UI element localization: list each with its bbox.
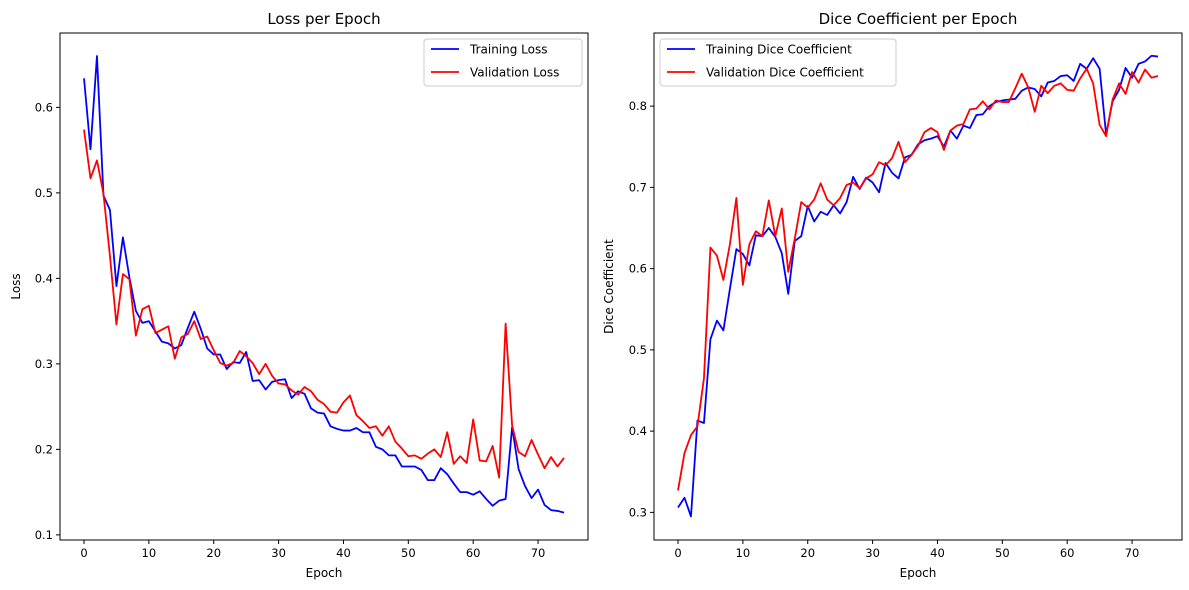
dice-legend-label-validation: Validation Dice Coefficient <box>706 66 864 80</box>
loss-ticks: 0 10 20 30 40 50 60 70 0.1 0.2 0.3 0.4 0.5 0.6 <box>35 100 546 560</box>
loss-y-tick-label: 0.2 <box>35 442 53 456</box>
loss-x-tick-label: 0 <box>80 546 87 560</box>
dice-x-tick-label: 50 <box>995 546 1010 560</box>
dice-chart-title: Dice Coefficient per Epoch <box>819 10 1018 28</box>
loss-x-tick-label: 10 <box>142 546 157 560</box>
dice-series-layer <box>677 54 1159 518</box>
loss-y-axis-label: Loss <box>9 273 23 299</box>
dice-y-axis-label: Dice Coefficient <box>602 239 616 334</box>
dice-y-tick-label: 0.5 <box>629 343 647 357</box>
loss-y-tick-label: 0.1 <box>35 528 53 542</box>
dice-axes-frame <box>653 32 1183 541</box>
loss-y-tick-label: 0.6 <box>35 100 53 114</box>
loss-x-tick-label: 40 <box>336 546 351 560</box>
loss-subplot: 0 10 20 30 40 50 60 70 0.1 0.2 0.3 0.4 0.5 0.6 Loss p… <box>9 10 589 580</box>
loss-x-tick-label: 60 <box>466 546 481 560</box>
loss-legend: Training Loss Validation Loss <box>423 38 583 87</box>
loss-series-layer <box>83 55 565 514</box>
dice-x-tick-label: 70 <box>1125 546 1140 560</box>
dice-legend: Training Dice Coefficient Validation Dic… <box>659 38 897 87</box>
loss-y-tick-label: 0.5 <box>35 186 53 200</box>
dice-x-tick-label: 40 <box>930 546 945 560</box>
loss-x-tick-label: 30 <box>271 546 286 560</box>
dice-subplot: 0 10 20 30 40 50 60 70 0.3 0.4 0.5 0.6 0.7 0.8 Dice C… <box>602 10 1183 580</box>
dice-x-axis-label: Epoch <box>900 566 937 580</box>
loss-axes-frame <box>59 32 589 541</box>
dice-y-tick-label: 0.3 <box>629 505 647 519</box>
loss-x-tick-label: 20 <box>206 546 221 560</box>
loss-y-tick-label: 0.4 <box>35 271 53 285</box>
loss-legend-label-validation: Validation Loss <box>470 66 559 80</box>
dice-x-tick-label: 10 <box>736 546 751 560</box>
dice-ticks: 0 10 20 30 40 50 60 70 0.3 0.4 0.5 0.6 0.7 0.8 <box>629 99 1140 560</box>
dice-x-tick-label: 20 <box>800 546 815 560</box>
dice-series-validation-line <box>677 67 1159 491</box>
dice-y-tick-label: 0.6 <box>629 262 647 276</box>
loss-x-tick-label: 50 <box>401 546 416 560</box>
dice-y-tick-label: 0.8 <box>629 99 647 113</box>
dice-plot-area <box>654 33 1182 540</box>
dice-legend-box <box>659 38 897 87</box>
loss-y-tick-label: 0.3 <box>35 357 53 371</box>
loss-series-training-line <box>83 55 565 514</box>
dice-y-tick-label: 0.4 <box>629 424 647 438</box>
dice-legend-label-training: Training Dice Coefficient <box>705 43 852 57</box>
dice-x-tick-label: 0 <box>674 546 681 560</box>
loss-legend-box <box>423 38 583 87</box>
loss-legend-label-training: Training Loss <box>469 43 547 57</box>
dice-x-tick-label: 30 <box>865 546 880 560</box>
dice-x-tick-label: 60 <box>1060 546 1075 560</box>
loss-x-tick-label: 70 <box>531 546 546 560</box>
loss-chart-title: Loss per Epoch <box>267 10 380 28</box>
loss-x-axis-label: Epoch <box>306 566 343 580</box>
loss-series-validation-line <box>83 129 565 479</box>
dice-y-tick-label: 0.7 <box>629 180 647 194</box>
